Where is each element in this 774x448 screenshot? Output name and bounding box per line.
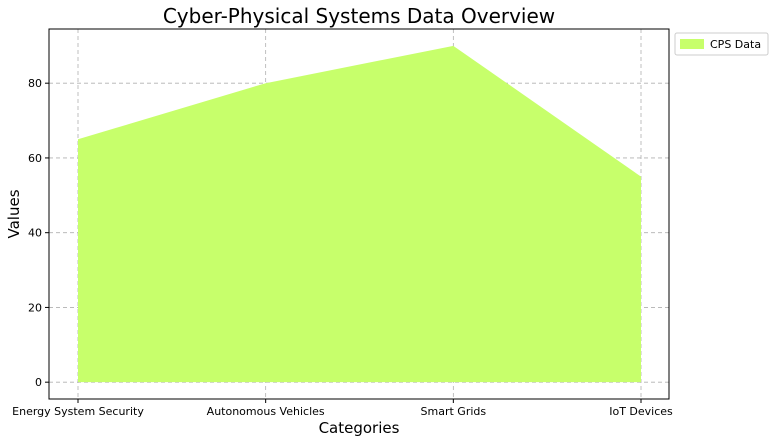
y-tick-label: 80 [28,77,42,90]
x-tick-label: Autonomous Vehicles [207,405,325,418]
y-tick-label: 0 [35,376,42,389]
y-tick-label: 20 [28,301,42,314]
y-tick-label: 60 [28,152,42,165]
x-axis-label: Categories [319,419,400,437]
x-tick-label: Smart Grids [421,405,487,418]
x-tick-label: Energy System Security [12,405,144,418]
x-axis-ticks: Energy System Security Autonomous Vehicle… [12,399,673,418]
legend-label: CPS Data [710,38,761,51]
chart-title: Cyber-Physical Systems Data Overview [163,4,555,28]
legend: CPS Data [674,32,769,56]
plot-frame [48,28,670,400]
area-fill-cps-data [78,45,641,383]
x-tick-label: IoT Devices [609,405,673,418]
legend-swatch [680,39,704,49]
legend-box [674,32,769,56]
y-axis-label: Values [5,189,23,238]
area-series [78,45,641,383]
y-tick-label: 40 [28,227,42,240]
y-axis-ticks: 0 20 40 60 80 [28,77,49,389]
